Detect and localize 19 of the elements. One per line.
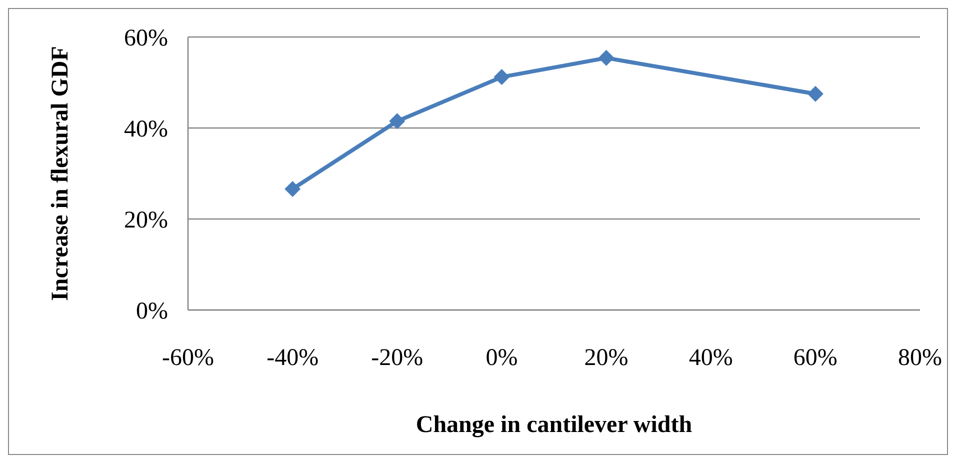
- x-tick-label: -20%: [371, 345, 424, 372]
- point: [284, 180, 301, 197]
- point: [598, 50, 614, 66]
- x-tick-label: 20%: [584, 345, 628, 372]
- point: [807, 86, 824, 102]
- x-tick-label: 0%: [486, 345, 518, 372]
- y-tick-label: 20%: [124, 208, 168, 234]
- point: [389, 113, 406, 130]
- y-tick-label: 40%: [124, 116, 168, 143]
- x-tick-label: 40%: [688, 345, 733, 372]
- x-tick-label: 80%: [898, 345, 942, 372]
- x-tick-label: -40%: [266, 345, 319, 372]
- point: [494, 69, 510, 86]
- x-axis-title: Change in cantilever width: [416, 412, 692, 438]
- y-tick-label: 60%: [124, 26, 168, 52]
- y-axis-title: Increase in flexural GDF: [48, 46, 74, 301]
- y-tick-label: 0%: [136, 298, 168, 325]
- x-tick-label: 60%: [793, 345, 838, 372]
- x-tick-label: -60%: [162, 345, 214, 372]
